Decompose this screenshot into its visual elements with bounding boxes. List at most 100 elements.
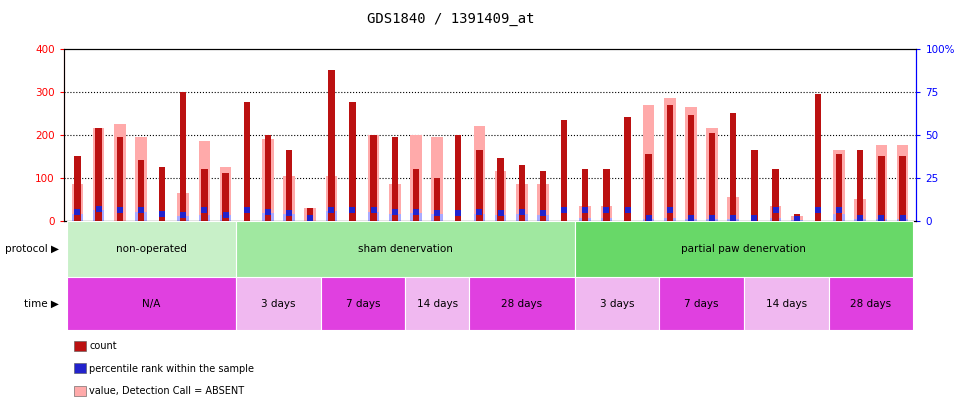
Bar bbox=[392, 137, 398, 221]
Text: 28 days: 28 days bbox=[851, 299, 892, 309]
Bar bbox=[875, 145, 887, 221]
Bar bbox=[262, 139, 273, 221]
Bar bbox=[93, 128, 105, 221]
Bar bbox=[685, 219, 697, 221]
Bar bbox=[180, 92, 186, 221]
Bar bbox=[413, 169, 419, 221]
Bar bbox=[601, 218, 612, 221]
Bar bbox=[370, 134, 377, 221]
Bar bbox=[236, 221, 574, 277]
Bar bbox=[574, 221, 913, 277]
Bar bbox=[828, 277, 913, 330]
Bar bbox=[286, 150, 292, 221]
Bar bbox=[220, 167, 231, 221]
Text: count: count bbox=[89, 341, 117, 351]
Bar bbox=[646, 154, 652, 221]
Bar bbox=[473, 214, 485, 221]
Bar bbox=[875, 219, 887, 221]
Bar bbox=[601, 206, 612, 221]
Bar bbox=[770, 218, 781, 221]
Bar bbox=[72, 214, 83, 221]
Text: 7 days: 7 days bbox=[346, 299, 380, 309]
Bar bbox=[603, 169, 610, 221]
Bar bbox=[406, 277, 468, 330]
Bar bbox=[772, 169, 779, 221]
Bar bbox=[159, 167, 166, 221]
Bar bbox=[473, 126, 485, 221]
Bar bbox=[664, 98, 675, 221]
Bar bbox=[855, 219, 866, 221]
Bar bbox=[305, 208, 316, 221]
Text: value, Detection Call = ABSENT: value, Detection Call = ABSENT bbox=[89, 386, 244, 396]
Bar bbox=[730, 113, 737, 221]
Bar bbox=[537, 215, 549, 221]
Bar bbox=[515, 214, 527, 221]
Bar bbox=[199, 141, 210, 221]
Bar bbox=[283, 175, 295, 221]
Text: percentile rank within the sample: percentile rank within the sample bbox=[89, 364, 254, 373]
Bar bbox=[664, 218, 675, 221]
Bar bbox=[431, 214, 443, 221]
Bar bbox=[117, 137, 122, 221]
Bar bbox=[878, 156, 885, 221]
Bar bbox=[582, 169, 588, 221]
Bar bbox=[833, 214, 845, 221]
Bar bbox=[791, 220, 803, 221]
Bar bbox=[307, 208, 314, 221]
Bar bbox=[561, 119, 567, 221]
Bar bbox=[262, 213, 273, 221]
Bar bbox=[666, 104, 673, 221]
Bar bbox=[67, 277, 236, 330]
Bar bbox=[495, 215, 507, 221]
Bar bbox=[72, 184, 83, 221]
Bar bbox=[707, 219, 718, 221]
Bar bbox=[495, 171, 507, 221]
Bar bbox=[897, 145, 908, 221]
Bar bbox=[328, 70, 334, 221]
Bar bbox=[836, 154, 842, 221]
Text: sham denervation: sham denervation bbox=[358, 244, 453, 254]
Bar bbox=[265, 134, 271, 221]
Bar bbox=[74, 156, 80, 221]
Bar bbox=[707, 128, 718, 221]
Bar bbox=[135, 212, 147, 221]
Bar bbox=[325, 175, 337, 221]
Bar bbox=[791, 216, 803, 221]
Bar bbox=[177, 193, 189, 221]
Bar bbox=[389, 184, 401, 221]
Bar bbox=[643, 219, 655, 221]
Bar bbox=[624, 117, 631, 221]
Bar bbox=[135, 137, 147, 221]
Text: GDS1840 / 1391409_at: GDS1840 / 1391409_at bbox=[368, 12, 534, 26]
Bar bbox=[283, 214, 295, 221]
Bar bbox=[95, 128, 102, 221]
Bar bbox=[468, 277, 574, 330]
Bar bbox=[727, 219, 739, 221]
Bar bbox=[643, 104, 655, 221]
Bar bbox=[727, 197, 739, 221]
Bar bbox=[93, 211, 105, 221]
Bar bbox=[199, 215, 210, 221]
Bar bbox=[368, 212, 379, 221]
Bar bbox=[431, 137, 443, 221]
Bar bbox=[222, 173, 228, 221]
Text: protocol ▶: protocol ▶ bbox=[5, 244, 59, 254]
Text: 7 days: 7 days bbox=[684, 299, 718, 309]
Text: partial paw denervation: partial paw denervation bbox=[681, 244, 807, 254]
Bar bbox=[177, 216, 189, 221]
Text: N/A: N/A bbox=[142, 299, 161, 309]
Bar bbox=[688, 115, 694, 221]
Bar bbox=[814, 94, 821, 221]
Bar bbox=[476, 150, 482, 221]
Bar bbox=[709, 132, 715, 221]
Bar bbox=[833, 150, 845, 221]
Bar bbox=[660, 277, 744, 330]
Bar bbox=[67, 221, 236, 277]
Bar bbox=[897, 219, 908, 221]
Bar bbox=[744, 277, 828, 330]
Bar bbox=[325, 211, 337, 221]
Bar bbox=[794, 214, 800, 221]
Bar bbox=[515, 184, 527, 221]
Bar bbox=[770, 206, 781, 221]
Bar bbox=[855, 199, 866, 221]
